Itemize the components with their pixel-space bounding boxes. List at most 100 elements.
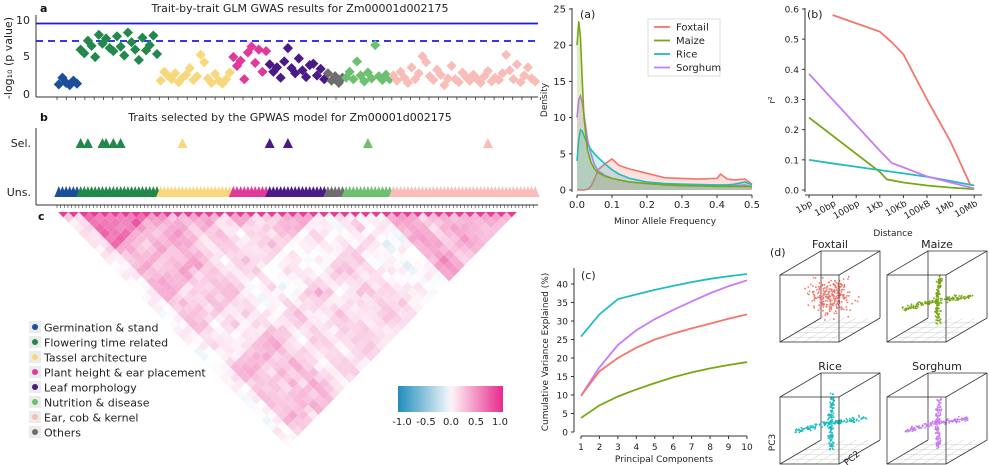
heatmap-cell [177,318,189,330]
panel-a-label: a [40,2,47,15]
pca-point [837,290,839,293]
grid-line [827,317,869,343]
panel-c-label: c [38,210,45,223]
heatmap-cell [386,254,398,266]
heatmap-cell [376,340,387,352]
heatmap-cell [303,308,314,319]
heatmap-cell [271,222,283,234]
selected-trait-marker [108,138,119,148]
pca-point [954,420,957,423]
y-tick-label: 0 [562,429,568,439]
heatmap-cell [277,302,288,314]
heatmap-cell [292,340,304,352]
pca-point [960,417,963,420]
heatmap-cell [318,228,330,239]
grid-line [791,439,833,465]
heatmap-cell [256,260,267,271]
heatmap-cell [370,238,382,250]
heatmap-cell [344,340,356,352]
y-tick-label: 10 [553,113,566,124]
heatmap-cell [391,281,403,293]
heatmap-cell [417,286,429,298]
pca-point [832,304,834,307]
heatmap-cell [344,318,356,330]
heatmap-cell [277,270,288,282]
selected-trait-marker [282,138,293,148]
rice-variance-line [580,273,748,338]
heatmap-cell [485,212,497,218]
pca-point [842,296,844,298]
pca-point [819,286,822,288]
heatmap-cell [355,254,366,266]
heatmap-cell [428,276,439,287]
pca-point [946,301,949,304]
legend-label: Sorghum [676,63,721,74]
heatmap-cell [339,313,351,325]
pca-point [829,299,832,302]
heatmap-cell [464,238,476,250]
subplot-title: Rice [818,360,842,373]
heatmap-cell [334,254,345,266]
heatmap-cell [235,217,246,229]
heatmap-cell [271,233,283,245]
heatmap-cell [292,351,304,362]
heatmap-cell [376,329,387,341]
heatmap-cell [313,393,325,405]
pca-point [956,418,959,421]
heatmap-cell [334,297,345,309]
legend-label: Germination & stand [44,322,159,335]
pca-point [809,283,812,286]
heatmap-cell [397,244,408,255]
heatmap-cell [381,249,392,261]
heatmap-cell [339,345,351,357]
pca-point [830,279,832,282]
heatmap-cell [287,334,298,346]
heatmap-cell [292,276,304,287]
pca-point [947,298,950,300]
cube-front-face [779,274,840,343]
heatmap-cell [402,270,413,282]
heatmap-cell [282,212,293,223]
selected-trait-marker [75,138,86,148]
heatmap-cell [433,270,444,282]
heatmap-cell [261,286,272,298]
pca-point [828,426,830,429]
gwas-point [220,74,232,85]
heatmap-cell [344,254,356,266]
heatmap-cell [318,260,330,271]
pca-point [940,410,942,412]
pca-point [924,300,927,303]
y-tick-label: 0 [560,186,566,197]
pca-point [861,416,864,419]
heatmap-cell [339,281,351,293]
pca-point [823,283,826,286]
pca-point [937,404,940,406]
pca-point [813,305,815,308]
heatmap-cell [303,415,314,426]
cube-front-face [886,274,947,343]
pca-point [835,286,837,289]
pca-point [812,427,814,429]
heatmap-cell [318,356,330,368]
heatmap-cell [261,318,272,330]
pca-point [815,286,817,288]
heatmap-cell [329,270,340,282]
pca-point [832,318,835,321]
pca-point [822,300,825,303]
heatmap-cell [303,351,314,362]
heatmap-cell [245,270,257,282]
heatmap-cell [386,318,398,330]
gwas-point [115,41,126,52]
gwas-point [522,62,534,73]
pca-point [823,291,826,294]
heatmap-cell [266,238,278,250]
heatmap-cell [292,212,304,223]
pca-point [833,312,836,315]
pca-point [935,280,938,283]
pca-point [953,419,956,422]
pca-point [832,416,835,419]
heatmap-cell [266,356,278,368]
heatmap-cell [120,238,132,250]
heatmap-cell [282,244,293,255]
unselected-trait-marker [530,186,540,197]
